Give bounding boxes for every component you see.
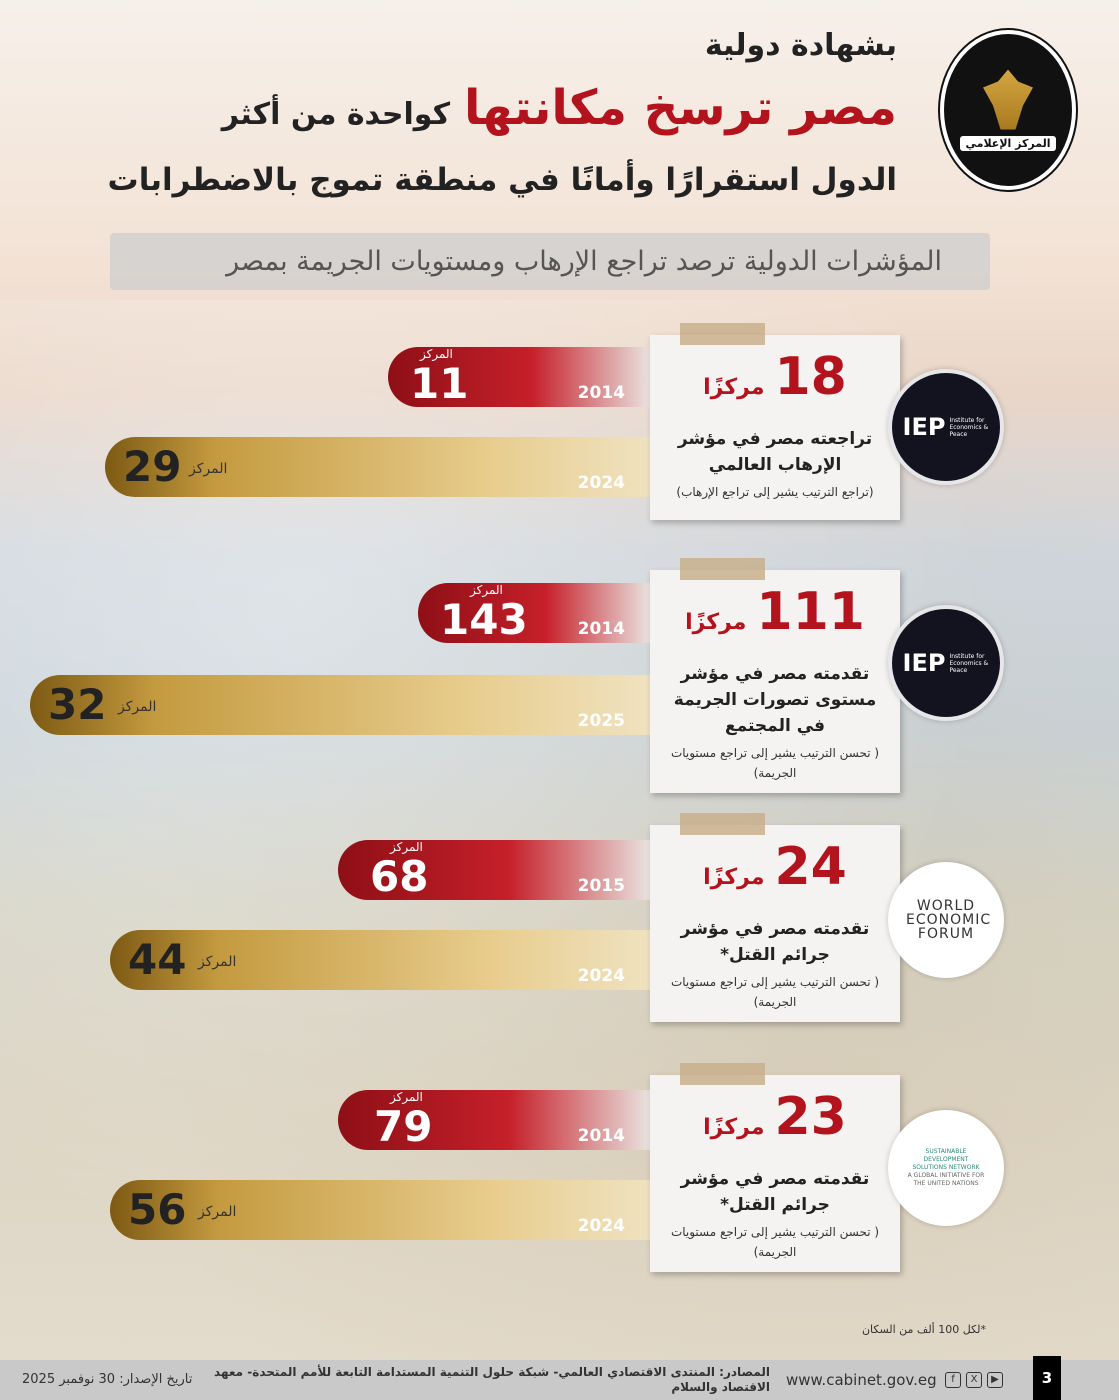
iep-logo: IEP Institute for Economics & Peace [888,605,1004,721]
tape-decoration [680,813,765,835]
new-year: 2024 [577,966,625,986]
old-year: 2015 [577,876,625,896]
rank-label: المركز [118,699,157,715]
new-rank-bar: 29 المركز 2024 [105,437,650,497]
rank-change: 111 [756,582,865,642]
page-number: 3 [1033,1356,1061,1400]
subtitle-banner: المؤشرات الدولية ترصد تراجع الإرهاب ومست… [110,233,990,290]
indicator-description: تقدمته مصر في مؤشر مستوى تصورات الجريمة … [673,664,877,736]
new-year: 2024 [577,1216,625,1236]
old-rank-bar: المركز 11 2014 [388,347,650,407]
indicator-card: 24 مركزًا تقدمته مصر في مؤشر جرائم القتل* (… [650,813,900,1022]
old-rank: 68 [370,852,429,901]
rank-unit: مركزًا [703,865,765,890]
sources: المصادر: المنتدى الاقتصادي العالمي- شبكة… [214,1365,770,1394]
tape-decoration [680,1063,765,1085]
indicator-card: 23 مركزًا تقدمته مصر في مؤشر جرائم القتل* (… [650,1063,900,1272]
old-rank-bar: المركز 143 2014 [418,583,650,643]
old-year: 2014 [577,619,625,639]
new-year: 2024 [577,473,625,493]
iep-logo: IEP Institute for Economics & Peace [888,369,1004,485]
issue-date: تاريخ الإصدار: 30 نوفمبر 2025 [22,1372,193,1387]
rank-change: 24 [774,837,847,897]
rank-label: المركز [420,347,453,361]
old-year: 2014 [577,383,625,403]
indicator-description: تقدمته مصر في مؤشر جرائم القتل* [680,1169,870,1215]
org-subtitle: Institute for Economics & Peace [949,652,989,674]
indicator-note: ( تحسن الترتيب يشير إلى تراجع مستويات ال… [670,975,880,1009]
rank-unit: مركزًا [685,610,747,635]
old-rank: 11 [410,359,469,408]
rank-change: 23 [774,1087,847,1147]
headline-line2-rest: كواحدة من أكثر [221,97,451,132]
website-link[interactable]: www.cabinet.gov.eg [786,1371,937,1389]
indicator-note: ( تحسن الترتيب يشير إلى تراجع مستويات ال… [670,746,880,780]
indicator-card: 111 مركزًا تقدمته مصر في مؤشر مستوى تصورات… [650,558,900,793]
rank-label: المركز [189,461,228,477]
world-economic-forum-logo: WORLD ECONOMIC FORUM [888,862,1004,978]
old-rank: 79 [374,1102,433,1151]
rank-unit: مركزًا [703,1115,765,1140]
sdsn-logo: SUSTAINABLE DEVELOPMENT SOLUTIONS NETWOR… [888,1110,1004,1226]
headline-line1: بشهادة دولية [704,28,897,63]
indicator-description: تراجعته مصر في مؤشر الإرهاب العالمي [677,429,873,475]
logo-label: المركز الإعلامي [959,135,1057,151]
org-name: WORLD ECONOMIC FORUM [906,898,992,942]
new-rank-bar: 44 المركز 2024 [110,930,650,990]
headline-line3: الدول استقرارًا وأمانًا في منطقة تموج با… [107,162,897,198]
cabinet-media-center-logo: المركز الإعلامي [940,30,1076,190]
new-rank: 44 [128,935,187,984]
rank-label: المركز [390,840,423,854]
org-name: SUSTAINABLE DEVELOPMENT SOLUTIONS NETWOR… [912,1148,980,1171]
headline-highlight: مصر ترسخ مكانتها [464,80,897,136]
headline-line2: مصر ترسخ مكانتها كواحدة من أكثر [222,80,897,136]
indicator-note: (تراجع الترتيب يشير إلى تراجع الإرهاب) [676,485,874,499]
org-subtitle: Institute for Economics & Peace [949,416,989,438]
new-rank-bar: 56 المركز 2024 [110,1180,650,1240]
new-rank-bar: 32 المركز 2025 [30,675,650,735]
footnote: *لكل 100 ألف من السكان [861,1323,986,1336]
old-year: 2014 [577,1126,625,1146]
rank-label: المركز [198,954,237,970]
indicator-note: ( تحسن الترتيب يشير إلى تراجع مستويات ال… [670,1225,880,1259]
rank-change: 18 [774,347,847,407]
rank-unit: مركزًا [703,375,765,400]
tape-decoration [680,558,765,580]
footer-bar: تاريخ الإصدار: 30 نوفمبر 2025 المصادر: ا… [0,1360,1119,1400]
new-year: 2025 [577,711,625,731]
eagle-emblem-icon [983,69,1033,130]
youtube-icon[interactable]: ▶ [987,1372,1003,1388]
rank-label: المركز [198,1204,237,1220]
org-name: IEP [902,413,946,441]
new-rank: 32 [48,680,107,729]
tape-decoration [680,323,765,345]
rank-label: المركز [470,583,503,597]
old-rank-bar: المركز 79 2014 [338,1090,650,1150]
indicator-card: 18 مركزًا تراجعته مصر في مؤشر الإرهاب العا… [650,323,900,520]
old-rank-bar: المركز 68 2015 [338,840,650,900]
org-name: IEP [902,649,946,677]
org-subtitle: A GLOBAL INITIATIVE FOR THE UNITED NATIO… [907,1172,985,1187]
indicator-description: تقدمته مصر في مؤشر جرائم القتل* [680,919,870,965]
rank-label: المركز [390,1090,423,1104]
new-rank: 29 [123,442,182,491]
new-rank: 56 [128,1185,187,1234]
x-icon[interactable]: X [966,1372,982,1388]
old-rank: 143 [440,595,528,644]
facebook-icon[interactable]: f [945,1372,961,1388]
